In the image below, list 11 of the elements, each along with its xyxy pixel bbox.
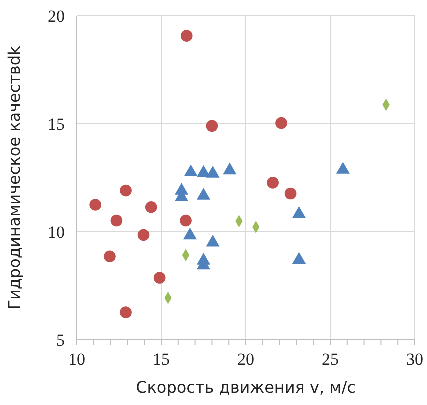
x-axis-title: Скорость движения v, м/с	[136, 378, 356, 397]
y-tick-label: 20	[48, 7, 65, 26]
x-tick-label: 20	[238, 350, 254, 369]
x-tick-label: 30	[406, 350, 424, 369]
y-tick-label: 10	[48, 223, 65, 242]
x-tick-label: 25	[322, 350, 339, 369]
y-axis-title: Гидродинамическое качествdk	[5, 45, 24, 310]
y-tick-label: 15	[48, 115, 65, 134]
x-tick-label: 10	[68, 350, 86, 369]
x-tick-label: 15	[153, 350, 170, 369]
y-tick-label: 5	[56, 331, 65, 350]
